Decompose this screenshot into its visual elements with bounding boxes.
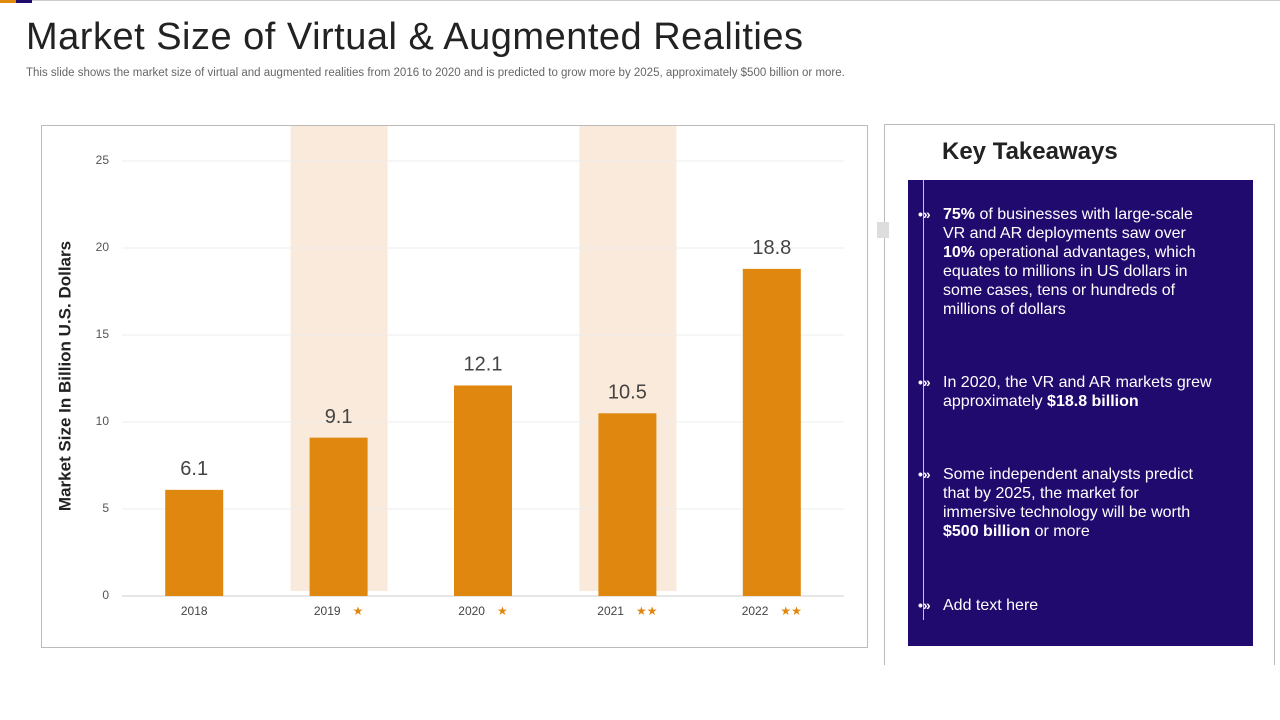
bullet: •» <box>918 466 931 482</box>
y-tick-label: 10 <box>96 414 110 428</box>
y-tick-label: 15 <box>96 327 110 341</box>
value-label: 18.8 <box>752 237 791 259</box>
chart-frame: Market Size In Billion U.S. Dollars 0 5 10… <box>41 125 868 648</box>
star-rating: ★★ <box>636 604 658 618</box>
takeaway-text: or more <box>1030 523 1090 540</box>
category: 2020 <box>458 604 485 618</box>
takeaway-highlight: 75% <box>943 206 976 223</box>
takeaways-panel <box>884 124 1275 665</box>
y-axis-label: Market Size In Billion U.S. Dollars <box>55 241 74 511</box>
corner-accent <box>0 0 32 3</box>
bar <box>309 437 368 596</box>
y-tick-label: 20 <box>96 240 110 254</box>
category: 2018 <box>181 604 208 618</box>
star-rating: ★ <box>353 604 364 618</box>
x-tick-label: 2019 ★ <box>314 604 363 618</box>
takeaways-box <box>908 180 1253 646</box>
bar <box>598 413 657 596</box>
value-label: 12.1 <box>464 354 503 376</box>
value-label: 10.5 <box>608 382 647 404</box>
takeaway-item: In 2020, the VR and AR markets grew appr… <box>943 373 1213 411</box>
takeaway-text: Add text here <box>943 597 1039 614</box>
x-tick-label: 2018 <box>181 604 208 618</box>
star-rating: ★ <box>497 604 508 618</box>
bullet: •» <box>918 206 931 222</box>
takeaway-highlight: $500 billion <box>943 523 1031 540</box>
star-rating: ★★ <box>780 604 802 618</box>
takeaway-item: Add text here <box>943 596 1213 615</box>
category: 2022 <box>742 604 769 618</box>
value-label: 6.1 <box>180 458 208 480</box>
bar <box>742 268 801 596</box>
top-rule <box>0 0 1280 1</box>
x-tick-label: 2022 ★★ <box>742 604 802 618</box>
takeaway-text: Some independent analysts predict that b… <box>943 466 1193 521</box>
category: 2021 <box>597 604 624 618</box>
value-label: 9.1 <box>325 406 353 428</box>
marker-square <box>877 222 889 238</box>
title: Market Size of Virtual & Augmented Reali… <box>26 16 804 58</box>
takeaway-text: of businesses with large-scale VR and AR… <box>943 206 1193 242</box>
x-tick-label: 2021 ★★ <box>597 604 657 618</box>
timeline-line <box>923 180 924 620</box>
bar <box>165 489 224 596</box>
x-tick-label: 2020 ★ <box>458 604 507 618</box>
bullet: •» <box>918 597 931 613</box>
takeaway-item: 75% of businesses with large-scale VR an… <box>943 205 1213 319</box>
takeaway-text: operational advantages, which equates to… <box>943 244 1196 318</box>
takeaway-text: In 2020, the VR and AR markets grew appr… <box>943 374 1212 410</box>
chart: Market Size In Billion U.S. Dollars 0 5 10… <box>55 126 844 618</box>
category: 2019 <box>314 604 341 618</box>
subtitle: This slide shows the market size of virt… <box>26 67 845 79</box>
bar <box>454 385 512 596</box>
takeaways-title: Key Takeaways <box>942 138 1118 165</box>
y-tick-label: 25 <box>96 153 110 167</box>
takeaway-highlight: 10% <box>943 244 976 261</box>
y-tick-label: 5 <box>102 501 109 515</box>
takeaway-item: Some independent analysts predict that b… <box>943 465 1213 541</box>
bullet: •» <box>918 374 931 390</box>
y-tick-label: 0 <box>102 588 109 602</box>
takeaway-highlight: $18.8 billion <box>1047 393 1139 410</box>
